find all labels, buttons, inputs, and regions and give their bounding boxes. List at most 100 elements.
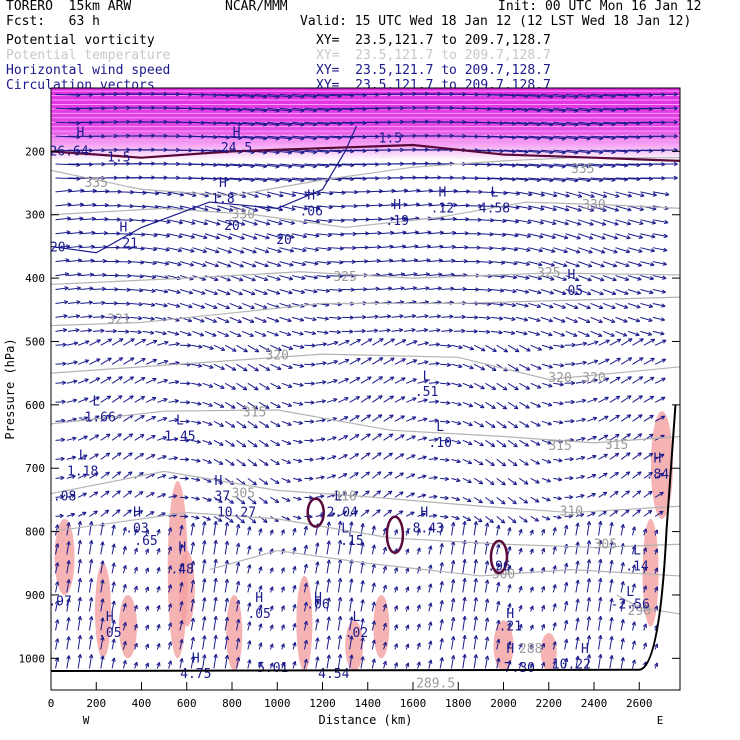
x-tick-label: 1400 (355, 697, 382, 710)
field-annotation: .02 (345, 626, 368, 641)
pv-low-patch (540, 632, 557, 671)
legend-entry: Potential vorticity (6, 33, 155, 48)
field-annotation: L (633, 544, 641, 559)
wind-vector (341, 107, 367, 110)
wind-vector (590, 93, 616, 97)
wind-vector (503, 121, 529, 125)
pv-low-patch (345, 620, 364, 671)
wind-vector (503, 107, 529, 111)
field-annotation: 4.75 (180, 667, 211, 682)
wind-vector (229, 107, 255, 112)
field-annotation: .19 (385, 214, 408, 229)
wind-vector (578, 107, 603, 112)
field-annotation: L (423, 369, 431, 384)
wind-vector (291, 107, 317, 112)
wind-vector (291, 135, 317, 140)
field-annotation: H (439, 186, 447, 201)
field-annotation: .05 (98, 626, 121, 641)
wind-vector (453, 260, 468, 263)
field-annotation: H (420, 506, 428, 521)
field-annotation: 1.18 (67, 464, 98, 479)
field-annotation: .65 (134, 534, 157, 549)
field-annotation: .37 (207, 490, 230, 505)
wind-vector (242, 121, 267, 126)
wind-vector (267, 121, 292, 126)
wind-vector (279, 121, 305, 126)
field-annotation: H (178, 540, 186, 555)
field-annotation: H (567, 268, 575, 283)
wind-vector (341, 121, 367, 124)
field-annotation: H (192, 651, 200, 666)
wind-vector (204, 93, 230, 97)
wind-speed-label: 1.5 (379, 132, 402, 147)
field-annotation: L (334, 490, 342, 505)
x-tick-label: 2600 (626, 697, 653, 710)
wind-vector (267, 135, 292, 140)
x-end-label-west: W (83, 714, 90, 727)
wind-vector (503, 93, 529, 97)
x-tick-label: 800 (222, 697, 242, 710)
wind-vector (515, 93, 541, 98)
wind-vector (229, 93, 255, 98)
theta-contour-label: 288 (519, 642, 542, 657)
field-annotation: L (436, 420, 444, 435)
wind-vector (55, 135, 81, 138)
field-annotation: .21 (499, 620, 522, 635)
theta-contour-label: 305 (594, 537, 617, 552)
wind-vector (217, 107, 243, 111)
field-annotation: -2.56 (611, 597, 650, 612)
field-annotation: H (76, 125, 84, 140)
wind-vector (491, 121, 516, 125)
field-annotation: 5.01 (257, 661, 288, 676)
wind-vector (329, 107, 355, 111)
theta-contour-label: 335 (85, 176, 108, 191)
wind-vector (603, 107, 628, 111)
wind-vector (540, 107, 566, 112)
field-annotation: .05 (247, 607, 270, 622)
wind-vector (55, 107, 81, 110)
theta-contour-label: 315 (548, 439, 571, 454)
field-annotation: 24.5 (221, 141, 252, 156)
field-annotation: .10 (428, 436, 451, 451)
wind-vector (615, 121, 641, 124)
wind-vector (528, 93, 554, 98)
legend-xy: XY= 23.5,121.7 to 209.7,128.7 (316, 63, 551, 78)
x-tick-label: 1800 (445, 697, 472, 710)
theta-contour-label: 315 (605, 438, 628, 453)
wind-vector (291, 93, 317, 98)
field-annotation: 10.27 (217, 506, 256, 521)
legend-entry: Horizontal wind speed (6, 63, 171, 78)
x-tick-label: 2200 (536, 697, 563, 710)
x-tick-label: 1200 (309, 697, 336, 710)
wind-vector (204, 107, 230, 111)
wind-speed-label: 20 (50, 241, 66, 256)
wind-vector (316, 121, 342, 125)
field-annotation: .96 (487, 559, 510, 574)
wind-vector (55, 93, 81, 96)
field-annotation: L (92, 395, 100, 410)
wind-vector (615, 107, 641, 111)
wind-vector (565, 93, 591, 98)
field-annotation: H (393, 198, 401, 213)
theta-contour-label: 321 (107, 312, 130, 327)
theta-contour (51, 296, 680, 327)
field-annotation: -2.04 (319, 506, 358, 521)
field-annotation: H (219, 176, 227, 191)
field-annotation: .48 (170, 563, 193, 578)
wind-vector (578, 93, 603, 98)
y-tick-label: 700 (25, 462, 45, 475)
y-tick-label: 300 (25, 209, 45, 222)
field-annotation: H (133, 506, 141, 521)
wind-vector (267, 93, 292, 98)
theta-contour-label: 320 (582, 371, 605, 386)
model-source: NCAR/MMM (225, 0, 288, 14)
wind-vector (565, 107, 591, 112)
wind-speed-label: 20 (224, 219, 240, 234)
legend-entry: Potential temperature (6, 48, 171, 63)
x-tick-label: 400 (132, 697, 152, 710)
wind-vector (553, 121, 579, 126)
pv-low-patch (95, 563, 112, 659)
field-annotation: 7.30 (504, 661, 535, 676)
wind-vector (528, 121, 554, 126)
wind-vector (528, 107, 554, 112)
